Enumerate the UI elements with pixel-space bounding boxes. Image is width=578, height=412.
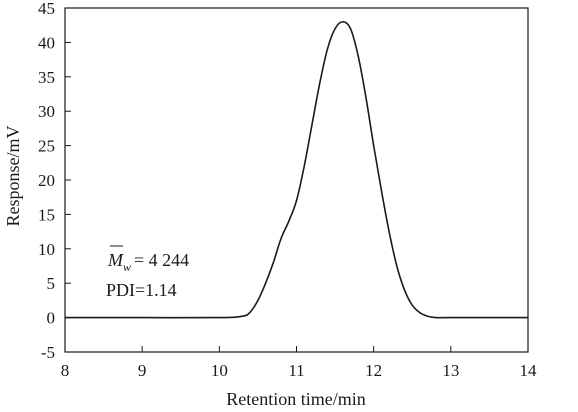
x-axis-title: Retention time/min	[226, 389, 365, 409]
y-tick-label-35: 35	[38, 68, 55, 87]
mw-symbol: M	[107, 250, 124, 270]
y-tick-label-15: 15	[38, 205, 55, 224]
x-tick-label-14: 14	[520, 361, 538, 380]
y-tick-label-0: 0	[47, 309, 56, 328]
y-tick-label-30: 30	[38, 102, 55, 121]
plot-frame	[64, 7, 529, 353]
y-axis-title: Response/mV	[3, 126, 23, 227]
x-axis: 8 9 10 11 12 13 14	[61, 346, 537, 380]
x-tick-label-11: 11	[288, 361, 304, 380]
y-tick-label-20: 20	[38, 171, 55, 190]
x-tick-label-8: 8	[61, 361, 70, 380]
y-axis: -5 0 5 10 15 20 25 30 35 40 45	[38, 0, 71, 362]
pdi-annotation: PDI=1.14	[106, 280, 177, 300]
svg-text:Mw= 4 244: Mw = 4 244	[107, 250, 189, 274]
y-tick-label-10: 10	[38, 240, 55, 259]
mw-value: = 4 244	[134, 250, 189, 270]
series-line	[64, 20, 528, 319]
x-tick-label-9: 9	[138, 361, 147, 380]
x-tick-label-13: 13	[442, 361, 459, 380]
y-tick-label-5: 5	[47, 274, 56, 293]
mw-annotation: Mw = 4 244	[107, 245, 189, 274]
mw-subscript: w	[123, 260, 131, 274]
x-tick-label-12: 12	[365, 361, 382, 380]
y-tick-label-40: 40	[38, 33, 55, 52]
y-tick-label-45: 45	[38, 0, 55, 18]
y-tick-label--5: -5	[41, 343, 55, 362]
x-tick-label-10: 10	[211, 361, 228, 380]
y-tick-label-25: 25	[38, 137, 55, 156]
